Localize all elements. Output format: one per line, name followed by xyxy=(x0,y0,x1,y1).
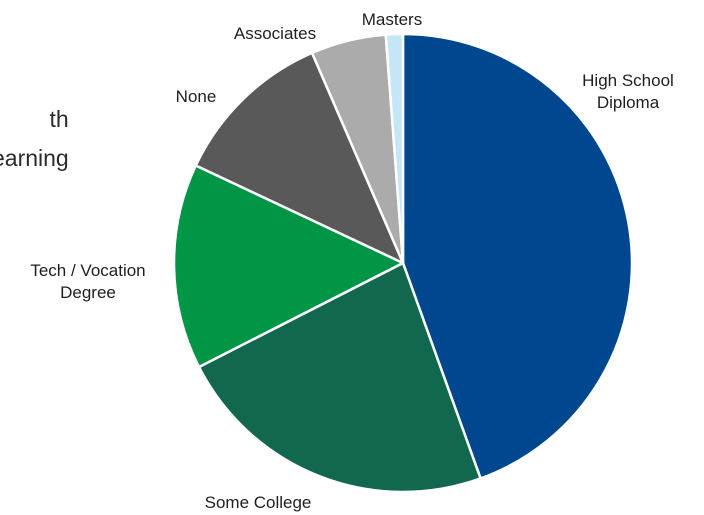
slice-label: Tech / Vocation Degree xyxy=(30,261,145,302)
pie-slice-masters xyxy=(384,32,405,265)
slice-label-line: Tech / Vocation xyxy=(30,261,145,280)
pie-slices xyxy=(172,32,634,494)
slice-label: High School Diploma xyxy=(582,71,674,112)
slice-label-line: Degree xyxy=(60,283,116,302)
slice-label-line: Associates xyxy=(234,24,316,43)
slice-label: Some College xyxy=(205,493,312,512)
pie-labels: High School Diploma Some College Tech / Voc… xyxy=(30,10,673,512)
pie-slice-tech-vocation-degree xyxy=(172,164,405,369)
slice-label-line: Diploma xyxy=(597,93,660,112)
pie-slice-none xyxy=(194,51,405,265)
slice-label: None xyxy=(176,87,217,106)
slice-label-line: Some College xyxy=(205,493,312,512)
slice-label-line: None xyxy=(176,87,217,106)
partial-caption-line: th xyxy=(49,106,69,132)
partial-caption-line: earning xyxy=(0,145,69,171)
partial-caption-text: th earning xyxy=(0,100,69,178)
slice-label-line: Masters xyxy=(362,10,422,29)
slice-label: Associates xyxy=(234,24,316,43)
pie-slice-some-college xyxy=(197,261,482,494)
slice-label-line: High School xyxy=(582,71,674,90)
slice-label: Masters xyxy=(362,10,422,29)
pie-slice-high-school-diploma xyxy=(401,32,634,480)
